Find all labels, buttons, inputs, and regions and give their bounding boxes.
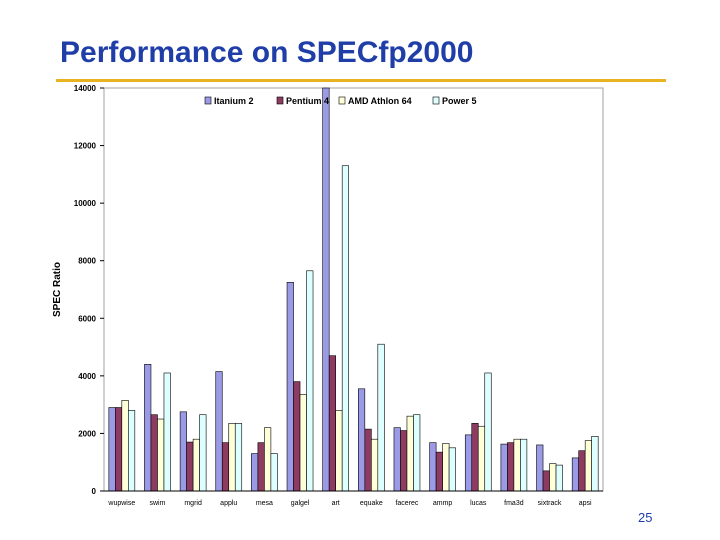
bar-facerec-power-5 <box>413 414 421 492</box>
bar-applu-amd-athlon-64 <box>228 423 236 492</box>
x-tick-label: apsi <box>579 500 592 507</box>
slide-title: Performance on SPECfp2000 <box>60 36 474 69</box>
y-tick-label: 4000 <box>78 372 96 381</box>
bar-swim-pentium-4 <box>150 414 158 492</box>
y-axis-title: SPEC Ratio <box>52 262 63 317</box>
bar-swim-amd-athlon-64 <box>157 418 165 492</box>
y-tick-label: 6000 <box>78 314 96 323</box>
bar-galgel-power-5 <box>306 270 314 492</box>
legend-label-amd-athlon-64: AMD Athlon 64 <box>348 96 412 106</box>
bar-facerec-pentium-4 <box>400 430 408 492</box>
bar-apsi-amd-athlon-64 <box>584 440 592 492</box>
bar-swim-itanium-2 <box>144 364 152 492</box>
x-tick-label: art <box>332 500 340 507</box>
bar-apsi-pentium-4 <box>578 450 586 492</box>
bar-mesa-amd-athlon-64 <box>264 427 272 492</box>
bar-wupwise-itanium-2 <box>108 407 116 492</box>
bar-ammp-pentium-4 <box>435 451 443 492</box>
x-tick-label: equake <box>360 500 383 507</box>
bar-galgel-itanium-2 <box>286 282 294 492</box>
bar-lucas-power-5 <box>484 372 492 492</box>
x-tick-label: mesa <box>256 500 273 507</box>
bar-applu-itanium-2 <box>215 371 223 492</box>
x-tick-label: wupwise <box>107 500 135 507</box>
bar-equake-pentium-4 <box>364 428 372 492</box>
bar-mesa-pentium-4 <box>257 442 265 492</box>
bar-apsi-power-5 <box>591 436 599 492</box>
y-tick-label: 10000 <box>74 199 97 208</box>
bar-equake-power-5 <box>377 343 385 492</box>
bar-mgrid-itanium-2 <box>179 411 187 492</box>
x-tick-label: galgel <box>291 500 310 507</box>
bar-ammp-amd-athlon-64 <box>442 443 450 492</box>
page-number: 25 <box>638 510 653 525</box>
x-tick-label: ammp <box>433 500 453 507</box>
bar-art-pentium-4 <box>328 355 336 492</box>
legend-label-itanium-2: Itanium 2 <box>214 96 254 106</box>
legend-label-pentium-4: Pentium 4 <box>286 96 329 106</box>
x-tick-label: swim <box>149 500 165 507</box>
y-tick-label: 14000 <box>74 84 97 93</box>
x-tick-label: mgrid <box>184 500 202 507</box>
plot-area <box>103 87 604 492</box>
bar-lucas-itanium-2 <box>464 434 473 492</box>
bar-sixtrack-itanium-2 <box>536 444 544 492</box>
y-tick-label: 2000 <box>78 429 96 438</box>
bar-mgrid-amd-athlon-64 <box>192 438 200 492</box>
bar-art-itanium-2 <box>322 87 330 492</box>
bar-facerec-amd-athlon-64 <box>406 415 414 492</box>
x-tick-label: facerec <box>395 500 418 507</box>
bar-art-power-5 <box>341 165 349 492</box>
bar-fma3d-pentium-4 <box>507 442 515 492</box>
bar-ammp-power-5 <box>448 447 456 492</box>
bar-wupwise-pentium-4 <box>115 407 123 492</box>
legend-swatch-power-5 <box>432 96 440 105</box>
bar-lucas-amd-athlon-64 <box>477 425 486 492</box>
x-tick-label: applu <box>220 500 237 507</box>
x-tick-label: lucas <box>470 500 487 507</box>
bar-fma3d-amd-athlon-64 <box>513 438 521 492</box>
bar-equake-itanium-2 <box>358 388 366 492</box>
bar-swim-power-5 <box>163 372 171 492</box>
bar-fma3d-power-5 <box>520 438 528 492</box>
legend-label-power-5: Power 5 <box>442 96 477 106</box>
bar-sixtrack-power-5 <box>555 464 563 492</box>
y-tick-label: 8000 <box>78 257 96 266</box>
bar-applu-pentium-4 <box>221 442 230 492</box>
legend-swatch-itanium-2 <box>204 96 212 105</box>
bar-wupwise-amd-athlon-64 <box>121 400 129 492</box>
bar-fma3d-itanium-2 <box>500 443 508 492</box>
bar-applu-power-5 <box>234 423 243 492</box>
bar-galgel-pentium-4 <box>293 381 301 492</box>
bar-galgel-amd-athlon-64 <box>299 394 307 492</box>
bar-wupwise-power-5 <box>128 410 136 492</box>
bar-sixtrack-pentium-4 <box>542 470 550 492</box>
bar-facerec-itanium-2 <box>393 427 401 492</box>
y-tick-label: 0 <box>92 487 97 496</box>
bar-apsi-itanium-2 <box>571 457 579 492</box>
y-tick-label: 12000 <box>74 142 97 151</box>
bar-mesa-itanium-2 <box>251 453 259 492</box>
bar-equake-amd-athlon-64 <box>371 438 379 492</box>
x-tick-label: sixtrack <box>538 500 562 507</box>
bar-ammp-itanium-2 <box>429 442 437 492</box>
bar-lucas-pentium-4 <box>471 423 479 492</box>
legend-swatch-pentium-4 <box>276 96 284 105</box>
x-tick-label: fma3d <box>504 500 524 507</box>
title-rule <box>56 79 666 82</box>
bar-sixtrack-amd-athlon-64 <box>549 463 557 492</box>
bar-art-amd-athlon-64 <box>335 410 343 492</box>
legend-swatch-amd-athlon-64 <box>338 96 346 105</box>
bar-mgrid-power-5 <box>199 414 207 492</box>
bar-mgrid-pentium-4 <box>186 441 194 492</box>
bar-mesa-power-5 <box>270 453 278 492</box>
